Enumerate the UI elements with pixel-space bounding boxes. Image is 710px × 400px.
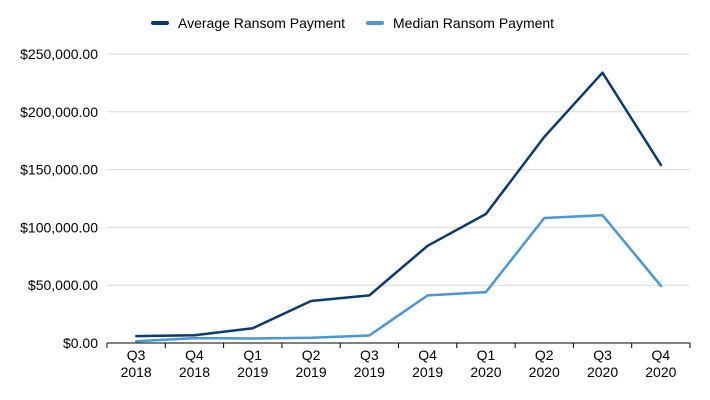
x-tick-label: Q1 2019 — [237, 347, 268, 380]
x-axis-ticks: Q3 2018 Q4 2018 Q1 2019 Q2 2019 Q3 2019 Q4 2019 Q1 20… — [106, 343, 691, 380]
x-tick-label: Q3 2020 — [587, 347, 618, 380]
x-tick-label: Q2 2019 — [295, 347, 326, 380]
average-ransom-line — [134, 71, 663, 338]
gridlines — [107, 53, 690, 286]
y-tick-label: $0.00 — [63, 335, 98, 351]
y-tick-label: $150,000.00 — [20, 162, 98, 178]
x-tick-label: Q2 2020 — [529, 347, 560, 380]
median-ransom-line — [134, 213, 663, 343]
x-tick-label: Q1 2020 — [470, 347, 501, 380]
legend: Average Ransom Payment Median Ransom Paym… — [151, 15, 554, 31]
series-lines — [134, 71, 663, 343]
legend-label: Median Ransom Payment — [393, 15, 554, 31]
y-tick-label: $200,000.00 — [20, 104, 98, 120]
y-tick-label: $100,000.00 — [20, 219, 98, 235]
x-tick-label: Q3 2019 — [354, 347, 385, 380]
x-tick-label: Q4 2019 — [412, 347, 443, 380]
legend-label: Average Ransom Payment — [178, 15, 345, 31]
y-tick-label: $50,000.00 — [28, 277, 98, 293]
x-tick-label: Q3 2018 — [121, 347, 152, 380]
y-axis-ticks: $0.00 $50,000.00 $100,000.00 $150,000.00 $20… — [20, 46, 98, 351]
x-tick-label: Q4 2020 — [645, 347, 676, 380]
y-tick-label: $250,000.00 — [20, 46, 98, 62]
x-tick-label: Q4 2018 — [179, 347, 210, 380]
